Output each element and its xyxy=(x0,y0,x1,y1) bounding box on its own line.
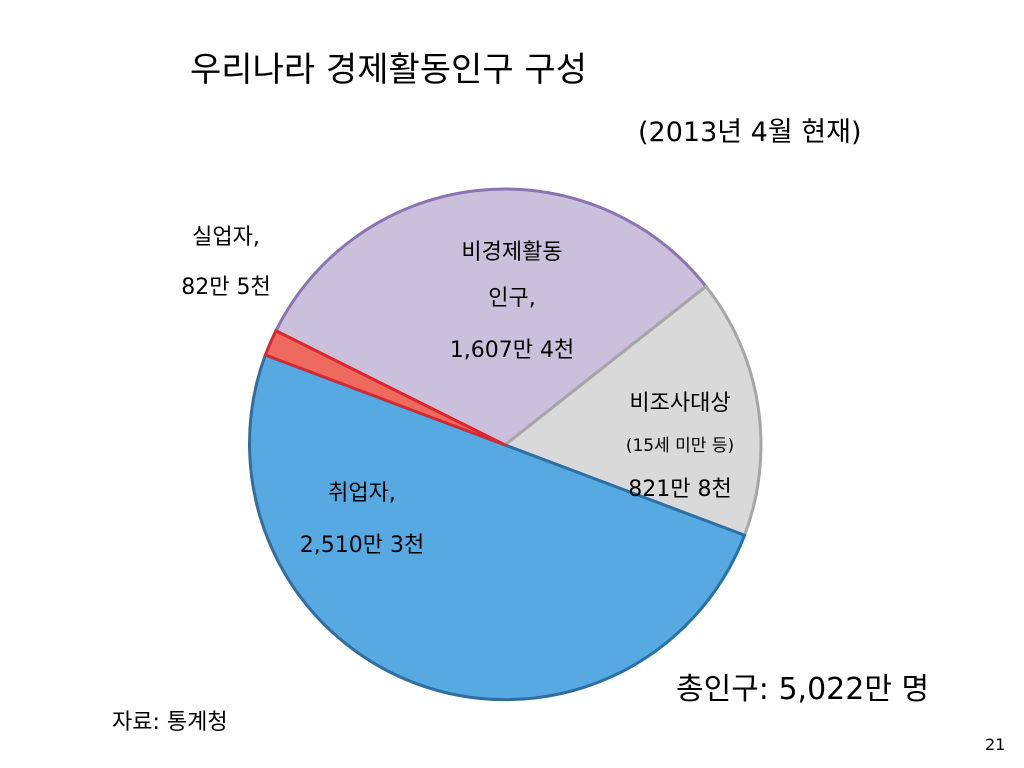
slice-label-nonactive-value: 1,607만 4천 xyxy=(450,338,574,363)
slice-label-employed-value: 2,510만 3천 xyxy=(300,533,424,558)
pie-slices xyxy=(248,187,763,702)
source-note: 자료: 통계청 xyxy=(112,710,228,735)
slice-label-unemployed-value: 82만 5천 xyxy=(181,275,270,300)
slice-label-employed-line1: 취업자, xyxy=(328,481,396,506)
pie-slice-nonsurvey xyxy=(503,284,763,537)
pie-slice-unemployed xyxy=(263,329,507,447)
slice-label-nonsurvey-line1: 비조사대상 xyxy=(629,391,730,416)
pie-slice-employed xyxy=(248,353,747,702)
slice-label-nonactive-line2: 인구, xyxy=(488,286,535,311)
slice-label-nonsurvey-value: 821만 8천 xyxy=(628,477,731,502)
slide-subtitle: (2013년 4월 현재) xyxy=(638,117,862,148)
slice-label-nonactive-line1: 비경제활동 xyxy=(461,240,562,265)
total-population: 총인구: 5,022만 명 xyxy=(676,672,930,707)
slice-label-nonsurvey-line2: (15세 미만 등) xyxy=(626,436,734,456)
page-number: 21 xyxy=(985,735,1006,754)
pie-slice-nonactive xyxy=(274,187,708,447)
slide-title: 우리나라 경제활동인구 구성 xyxy=(190,50,587,90)
slice-label-unemployed-line1: 실업자, xyxy=(192,225,260,250)
